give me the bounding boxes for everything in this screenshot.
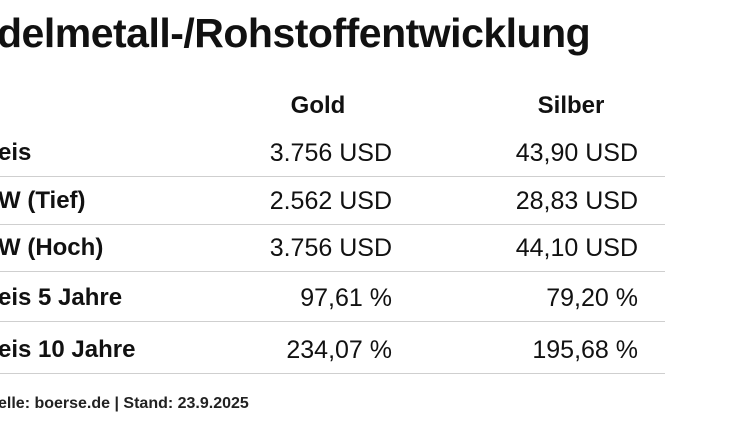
cell-value: 28,83 USD <box>515 187 638 215</box>
cell-value: 195,68 % <box>532 336 638 364</box>
cell-value: 3.756 USD <box>269 234 392 262</box>
row-divider <box>0 373 665 374</box>
cell-value: 43,90 USD <box>515 139 638 167</box>
row-divider <box>0 224 665 225</box>
cell-value: 3.756 USD <box>269 139 392 167</box>
column-header: Gold <box>290 92 346 119</box>
cell-value: 97,61 % <box>300 284 392 312</box>
cell-value: 234,07 % <box>286 336 392 364</box>
row-label: W (Hoch) <box>0 234 104 261</box>
title: delmetall-/Rohstoffentwicklung <box>0 10 591 56</box>
row-divider <box>0 321 665 322</box>
row-label: eis <box>0 139 32 166</box>
source-note: elle: boerse.de | Stand: 23.9.2025 <box>0 395 249 412</box>
row-label: eis 5 Jahre <box>0 284 123 311</box>
row-divider <box>0 271 665 272</box>
cell-value: 79,20 % <box>546 284 638 312</box>
row-label: eis 10 Jahre <box>0 336 136 363</box>
cell-value: 2.562 USD <box>269 187 392 215</box>
column-header: Silber <box>537 92 605 119</box>
cell-value: 44,10 USD <box>515 234 638 262</box>
row-label: W (Tief) <box>0 187 86 214</box>
row-divider <box>0 176 665 177</box>
